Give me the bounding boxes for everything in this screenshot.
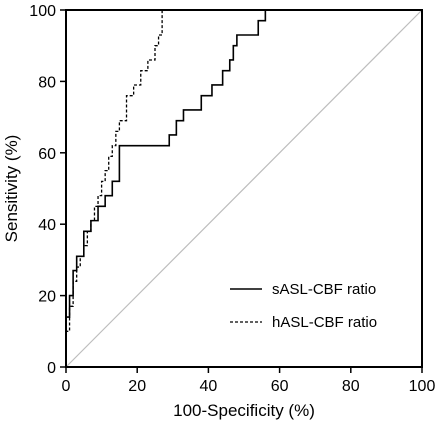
legend-label-hasl: hASL-CBF ratio (272, 314, 377, 331)
y-axis-ticks: 0 20 40 60 80 100 (29, 3, 66, 377)
y-tick-label: 40 (38, 217, 56, 234)
legend-label-sasl: sASL-CBF ratio (272, 281, 376, 298)
axes (65, 9, 423, 368)
x-tick-label: 20 (128, 378, 146, 395)
y-tick-label: 0 (47, 360, 56, 377)
plot-frame (65, 9, 423, 368)
reference-line-layer (65, 9, 423, 368)
x-tick-label: 100 (409, 378, 436, 395)
x-tick-label: 0 (62, 378, 71, 395)
y-tick-label: 100 (29, 3, 56, 20)
series-line-hasl (65, 9, 422, 367)
x-tick-label: 80 (342, 378, 360, 395)
y-tick-label: 20 (38, 289, 56, 306)
y-axis-label: Sensitivity (%) (2, 135, 21, 243)
x-axis-ticks: 0 20 40 60 80 100 (62, 367, 436, 395)
legend: sASL-CBF ratio hASL-CBF ratio (230, 281, 377, 331)
series-layer (65, 9, 422, 367)
x-axis-label: 100-Specificity (%) (173, 401, 315, 420)
x-tick-label: 60 (271, 378, 289, 395)
x-tick-label: 40 (200, 378, 218, 395)
y-tick-label: 80 (38, 74, 56, 91)
diagonal-reference-line (65, 9, 423, 368)
y-tick-label: 60 (38, 146, 56, 163)
